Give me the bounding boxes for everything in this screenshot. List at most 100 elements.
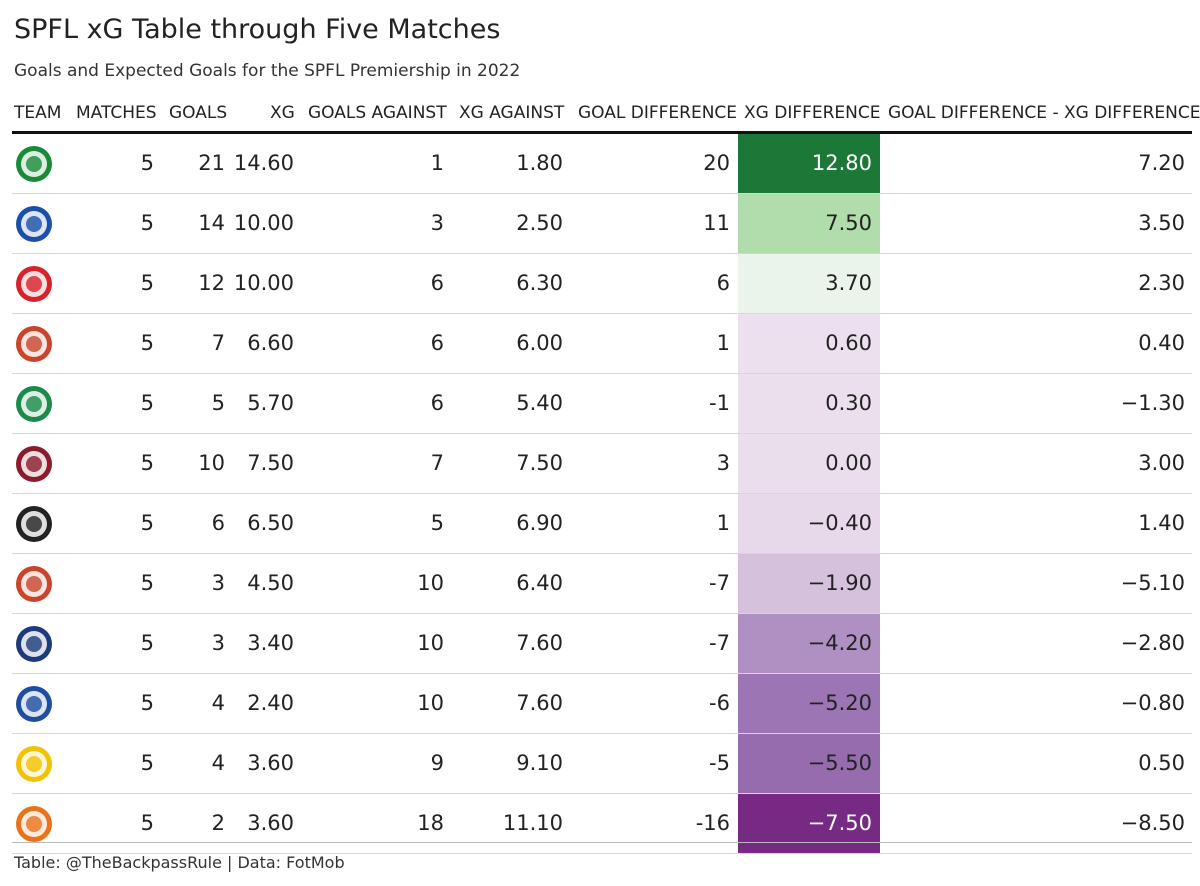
cell-xg: 10.00 [233,271,294,295]
cell-xg-against: 7.60 [516,691,563,715]
cell-goals: 14 [198,211,225,235]
cell-gd-minus-xgd: 2.30 [1138,271,1185,295]
cell-gd-minus-xgd: 0.50 [1138,751,1185,775]
cell-xg: 7.50 [247,451,294,475]
cell-goal-diff: -1 [709,391,730,415]
cell-xg-against: 1.80 [516,151,563,175]
cell-goals: 12 [198,271,225,295]
cell-goal-diff: 1 [716,331,730,355]
table-row: 5 5 5.70 6 5.40 -1 0.30 −1.30 [12,374,1192,434]
cell-xg-against: 6.30 [516,271,563,295]
cell-gd-minus-xgd: −1.30 [1120,391,1185,415]
page-title: SPFL xG Table through Five Matches [14,14,501,45]
cell-goals: 21 [198,151,225,175]
dundee-united-crest-icon [12,802,56,846]
cell-goals: 2 [211,811,225,835]
cell-goals: 5 [211,391,225,415]
cell-goal-diff: -7 [709,631,730,655]
cell-matches: 5 [140,631,154,655]
cell-xg-diff: 0.60 [825,331,872,355]
hearts-crest-icon [12,442,56,486]
cell-xg-diff: 3.70 [825,271,872,295]
table-bottom-rule [12,842,1192,843]
xg-difference-fill [738,254,880,313]
cell-matches: 5 [140,271,154,295]
cell-goals: 10 [198,451,225,475]
cell-xg-against: 11.10 [502,811,563,835]
cell-goal-diff: -7 [709,571,730,595]
cell-gd-minus-xgd: −8.50 [1120,811,1185,835]
table-row: 5 4 3.60 9 9.10 -5 −5.50 0.50 [12,734,1192,794]
cell-xg-diff: −5.20 [807,691,872,715]
cell-xg-diff: −5.50 [807,751,872,775]
header-xg: XG [270,103,295,123]
cell-xg-diff: 0.30 [825,391,872,415]
cell-gd-minus-xgd: 3.50 [1138,211,1185,235]
page-subtitle: Goals and Expected Goals for the SPFL Pr… [14,61,521,81]
cell-goals: 7 [211,331,225,355]
cell-gd-minus-xgd: 0.40 [1138,331,1185,355]
kilmarnock-crest-icon [12,322,56,366]
cell-goals: 4 [211,751,225,775]
st-johnstone-crest-icon [12,682,56,726]
cell-xg-diff: −4.20 [807,631,872,655]
aberdeen-crest-icon [12,262,56,306]
xg-difference-fill [738,674,880,733]
ross-county-crest-icon [12,622,56,666]
cell-xg-diff: −0.40 [807,511,872,535]
header-xg-against: XG AGAINST [459,103,565,123]
cell-goal-diff: 3 [716,451,730,475]
header-gd-minus-xgd: GOAL DIFFERENCE - XG DIFFERENCE [888,103,1200,123]
cell-goal-diff: 11 [703,211,730,235]
header-goals: GOALS [169,103,228,123]
cell-xg: 5.70 [247,391,294,415]
cell-xg-against: 2.50 [516,211,563,235]
kilmarnock-crest-icon [12,562,56,606]
header-team: TEAM [14,103,62,123]
cell-xg-against: 6.00 [516,331,563,355]
cell-xg-against: 9.10 [516,751,563,775]
cell-goal-diff: -16 [695,811,730,835]
cell-xg: 6.60 [247,331,294,355]
cell-xg-against: 7.60 [516,631,563,655]
cell-goals: 3 [211,631,225,655]
table-row: 5 3 4.50 10 6.40 -7 −1.90 −5.10 [12,554,1192,614]
rangers-crest-icon [12,202,56,246]
cell-xg-diff: −7.50 [807,811,872,835]
cell-xg: 2.40 [247,691,294,715]
hibernian-crest-icon [12,382,56,426]
cell-xg-against: 7.50 [516,451,563,475]
cell-xg: 4.50 [247,571,294,595]
cell-matches: 5 [140,391,154,415]
xg-difference-fill [738,374,880,433]
cell-xg-diff: 12.80 [811,151,872,175]
cell-matches: 5 [140,811,154,835]
cell-xg-against: 6.90 [516,511,563,535]
cell-goals-against: 9 [430,751,444,775]
cell-goals-against: 5 [430,511,444,535]
cell-goals: 4 [211,691,225,715]
table-row: 5 12 10.00 6 6.30 6 3.70 2.30 [12,254,1192,314]
cell-goals-against: 6 [430,271,444,295]
cell-gd-minus-xgd: −2.80 [1120,631,1185,655]
table-row: 5 3 3.40 10 7.60 -7 −4.20 −2.80 [12,614,1192,674]
xg-difference-fill [738,194,880,253]
cell-matches: 5 [140,571,154,595]
footer-caption: Table: @TheBackpassRule | Data: FotMob [14,853,345,872]
cell-xg: 10.00 [233,211,294,235]
xg-difference-fill [738,134,880,193]
cell-gd-minus-xgd: −0.80 [1120,691,1185,715]
cell-xg: 3.60 [247,751,294,775]
cell-goal-diff: 1 [716,511,730,535]
cell-matches: 5 [140,511,154,535]
cell-xg: 14.60 [233,151,294,175]
cell-goal-diff: -5 [709,751,730,775]
cell-goals-against: 6 [430,331,444,355]
cell-xg-against: 6.40 [516,571,563,595]
table-row: 5 10 7.50 7 7.50 3 0.00 3.00 [12,434,1192,494]
header-goal-difference: GOAL DIFFERENCE [578,103,738,123]
celtic-crest-icon [12,142,56,186]
xg-difference-fill [738,734,880,793]
xg-difference-fill [738,554,880,613]
table-row: 5 2 3.60 18 11.10 -16 −7.50 −8.50 [12,794,1192,854]
